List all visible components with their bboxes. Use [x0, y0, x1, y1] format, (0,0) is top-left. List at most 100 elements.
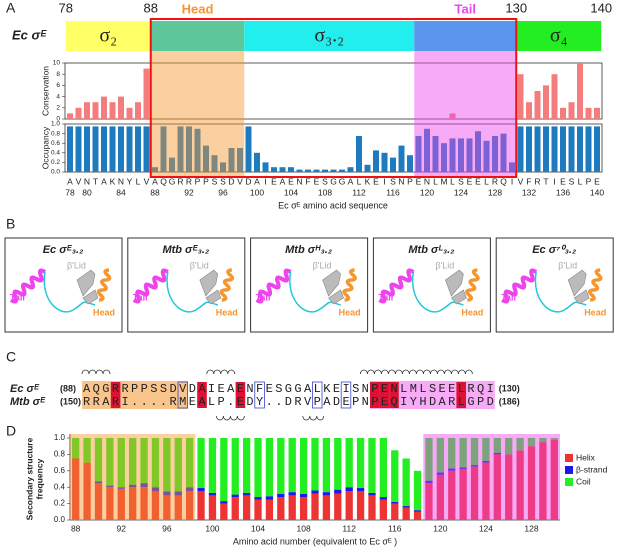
bar [424, 128, 430, 172]
panel-label: D [6, 423, 16, 439]
bar-segment [242, 438, 251, 493]
x-tick-label: P [195, 176, 201, 186]
x-tick-label: L [578, 176, 583, 186]
bar-segment [106, 485, 114, 488]
bar-segment [311, 438, 319, 491]
tail-label: Tail [501, 292, 516, 302]
bar-segment [436, 472, 444, 475]
head-label: Head [339, 307, 361, 317]
region-shade [423, 434, 560, 520]
region-shade [70, 434, 196, 520]
bar [517, 74, 524, 119]
head-label: Head [461, 307, 483, 317]
x-tick-label: 88 [71, 523, 81, 533]
bar [534, 91, 541, 119]
bar-segment [299, 493, 308, 498]
helix-symbol [206, 369, 236, 375]
bar [449, 113, 456, 119]
bar [126, 107, 133, 119]
panel-label: C [6, 349, 16, 365]
conserved-box [235, 382, 246, 408]
helix-symbol [216, 415, 245, 421]
bar [577, 126, 583, 172]
bar-segment [140, 487, 148, 520]
bar [560, 107, 566, 119]
row-name: Mtb σᴱ [10, 396, 46, 408]
y-axis-label: Secondary structure [24, 437, 34, 520]
bar-segment [117, 487, 125, 489]
conserved-box [370, 382, 380, 408]
x-tick-label: N [296, 176, 302, 186]
bar-segment [208, 438, 217, 493]
bar [279, 167, 286, 172]
bar [577, 63, 583, 119]
bar-segment [322, 495, 331, 520]
bar [322, 169, 328, 172]
x-number-label: 120 [420, 187, 434, 197]
bar-segment [117, 488, 125, 520]
x-tick-label: S [569, 176, 575, 186]
bar-segment [379, 497, 388, 500]
lid-sheet [322, 269, 344, 305]
x-tick-label: A [67, 176, 73, 186]
y-tick-label: 0.8 [54, 450, 66, 459]
domain-block [150, 21, 245, 51]
bar-segment [516, 450, 524, 520]
x-tick-label: L [357, 176, 362, 186]
sequence: AQGRRPPSSDVDAIEAENFESGGALKEISNPENLMLSEEL… [83, 382, 494, 396]
similar-box [254, 381, 265, 409]
bar-segment [493, 438, 501, 453]
domain-label: σ₂ [99, 25, 117, 47]
helix-symbol [360, 369, 473, 375]
bar [475, 131, 481, 172]
boundary-label: 88 [144, 0, 158, 15]
bar-segment [448, 468, 456, 471]
bar-segment [94, 483, 103, 520]
bar [585, 126, 592, 172]
x-tick-label: Q [160, 176, 167, 186]
x-tick-label: L [136, 176, 141, 186]
bar [330, 169, 337, 172]
bar-segment [482, 460, 490, 463]
head-helix [342, 268, 357, 302]
bar-segment [470, 466, 479, 520]
bar-segment [470, 465, 479, 467]
bar-segment [539, 438, 547, 443]
x-number-label: 140 [590, 187, 604, 197]
bar [483, 140, 490, 172]
bar-segment [83, 438, 91, 463]
tail-helix [501, 268, 538, 304]
x-tick-label: 104 [251, 523, 265, 533]
x-tick-label: G [330, 176, 337, 186]
bar [296, 169, 303, 172]
x-tick-label: V [518, 176, 524, 186]
bar-segment [368, 495, 376, 520]
legend-label: Helix [576, 452, 596, 462]
boundary-label: 130 [505, 0, 527, 15]
structure-title: Ec σᴱ₃.₂ [43, 244, 84, 256]
bar [67, 113, 73, 119]
bar-segment [94, 481, 103, 484]
region-shade [414, 51, 517, 177]
bar [347, 167, 354, 172]
bar-segment [231, 497, 239, 520]
x-tick-label: R [186, 176, 192, 186]
x-tick-label: D [245, 176, 251, 186]
x-tick-label: E [271, 176, 277, 186]
row-end: (130) [499, 383, 520, 393]
x-tick-label: Q [500, 176, 507, 186]
bar [160, 126, 167, 172]
bar [356, 136, 362, 172]
bar-segment [72, 458, 80, 520]
bar-segment [311, 490, 319, 494]
x-tick-label: K [110, 176, 116, 186]
tail-helix [9, 268, 47, 304]
y-tick-label: 0 [56, 116, 60, 123]
row-start: (150) [60, 396, 81, 406]
bar-segment [482, 462, 490, 520]
bar [254, 152, 260, 172]
y-tick-label: 10 [53, 60, 61, 67]
x-number-label: 124 [454, 187, 468, 197]
x-tick-label: 124 [479, 523, 493, 533]
bar-segment [402, 458, 410, 507]
